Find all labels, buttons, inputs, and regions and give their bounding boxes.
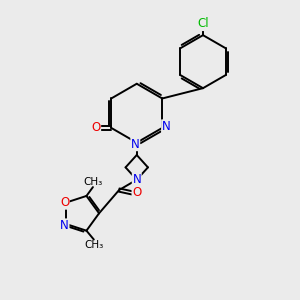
Text: CH₃: CH₃ <box>83 177 103 187</box>
Text: N: N <box>60 219 69 232</box>
Text: Cl: Cl <box>197 17 209 31</box>
Text: N: N <box>162 120 170 133</box>
Text: O: O <box>91 122 101 134</box>
Text: O: O <box>60 196 69 209</box>
Text: N: N <box>132 173 141 186</box>
Text: O: O <box>132 187 141 200</box>
Text: CH₃: CH₃ <box>84 240 104 250</box>
Text: N: N <box>131 138 140 151</box>
